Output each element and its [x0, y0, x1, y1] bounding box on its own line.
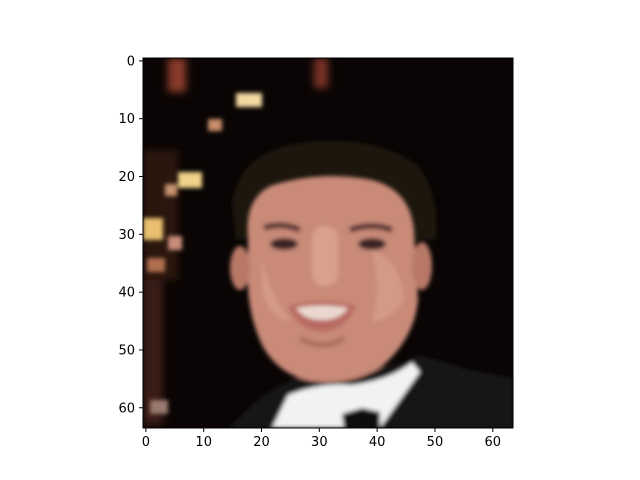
- left-ear: [230, 246, 250, 290]
- x-tick-label: 50: [427, 435, 444, 450]
- left-eyebrow: [263, 222, 302, 233]
- x-axis: 0 10 20 30 40 50 60: [142, 428, 501, 450]
- right-eyebrow: [348, 223, 394, 233]
- x-tick-label: 20: [253, 435, 270, 450]
- y-tick-label: 40: [118, 286, 135, 301]
- nose: [312, 226, 338, 286]
- x-tick-label: 0: [142, 435, 150, 450]
- teeth: [296, 305, 348, 320]
- y-tick-label: 60: [118, 401, 135, 416]
- y-tick-label: 20: [118, 170, 135, 185]
- x-tick-label: 10: [195, 435, 212, 450]
- left-cheek: [262, 260, 290, 320]
- x-tick-label: 30: [311, 435, 328, 450]
- right-ear: [412, 242, 432, 290]
- image-plot-area: [143, 58, 513, 428]
- y-tick-label: 50: [118, 343, 135, 358]
- bowtie: [342, 408, 380, 428]
- y-tick-label: 0: [127, 54, 135, 69]
- x-tick-label: 40: [369, 435, 386, 450]
- x-tick-label: 60: [484, 435, 501, 450]
- person: [228, 140, 513, 428]
- background-bokeh: [143, 58, 328, 425]
- y-axis: 0 10 20 30 40 50 60: [118, 54, 143, 416]
- y-tick-label: 10: [118, 112, 135, 127]
- chin-shadow: [298, 335, 346, 348]
- right-cheek: [372, 250, 404, 322]
- right-eye: [358, 238, 386, 250]
- shirt-collar: [272, 362, 420, 428]
- left-eye: [270, 238, 298, 250]
- plot-frame: [142, 57, 514, 429]
- bokeh-lights: [143, 93, 262, 414]
- y-tick-label: 30: [118, 228, 135, 243]
